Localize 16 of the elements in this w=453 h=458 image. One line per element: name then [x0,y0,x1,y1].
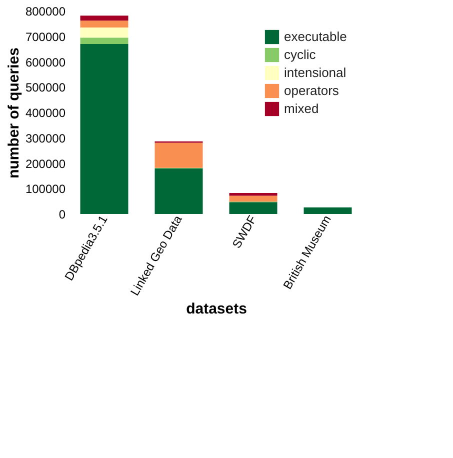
y-tick-label: 0 [58,208,66,222]
y-tick-label: 600000 [25,55,66,70]
y-tick-label: 500000 [25,80,66,95]
y-tick-label: 100000 [25,182,66,196]
y-tick-label: 800000 [25,4,66,18]
legend-label: operators [284,83,340,98]
legend-label: executable [284,29,347,44]
y-axis-title: number of queries [5,48,22,178]
x-axis-title: datasets [186,300,247,318]
y-tick-label: 300000 [25,131,66,146]
legend-label: cyclic [284,47,316,62]
y-tick-label: 400000 [25,106,66,120]
legend-label: intensional [284,65,346,80]
legend-label: mixed [284,101,319,116]
y-tick-label: 700000 [25,30,66,44]
y-tick-label: 200000 [25,156,66,171]
